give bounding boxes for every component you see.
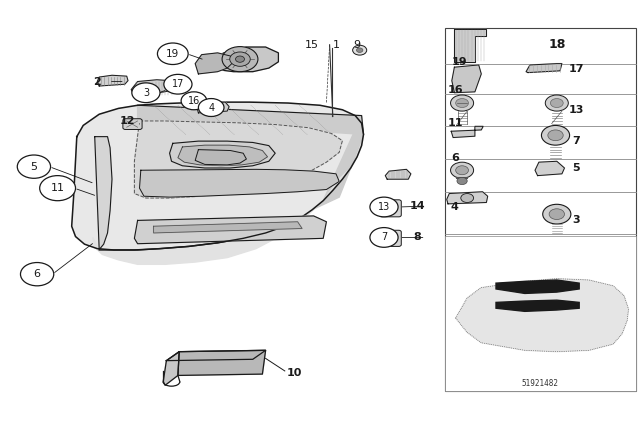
Polygon shape	[166, 350, 266, 361]
Text: 11: 11	[51, 183, 65, 193]
Circle shape	[451, 95, 474, 111]
Circle shape	[164, 74, 192, 94]
Polygon shape	[182, 94, 206, 107]
Polygon shape	[163, 352, 179, 385]
Circle shape	[549, 209, 564, 220]
Text: 10: 10	[287, 368, 302, 378]
Text: 17: 17	[172, 79, 184, 89]
Circle shape	[456, 166, 468, 175]
Circle shape	[548, 130, 563, 141]
Polygon shape	[97, 75, 128, 86]
Polygon shape	[452, 65, 481, 93]
Text: 4: 4	[208, 103, 214, 112]
Circle shape	[157, 43, 188, 65]
Polygon shape	[95, 137, 112, 250]
FancyBboxPatch shape	[380, 230, 401, 246]
Text: 6: 6	[452, 153, 460, 163]
Polygon shape	[496, 300, 579, 311]
Polygon shape	[200, 47, 278, 72]
Circle shape	[451, 162, 474, 178]
Polygon shape	[195, 53, 234, 74]
Polygon shape	[456, 279, 628, 352]
Polygon shape	[312, 116, 364, 210]
Circle shape	[545, 95, 568, 111]
Circle shape	[353, 45, 367, 55]
Text: 6: 6	[34, 269, 40, 279]
Text: 15: 15	[305, 40, 319, 50]
Circle shape	[181, 92, 207, 110]
Polygon shape	[131, 80, 176, 96]
Circle shape	[40, 176, 76, 201]
Circle shape	[20, 263, 54, 286]
Circle shape	[198, 99, 224, 116]
Text: 7: 7	[381, 233, 387, 242]
Circle shape	[370, 197, 398, 217]
Polygon shape	[93, 168, 351, 264]
FancyBboxPatch shape	[380, 200, 401, 217]
Text: 4: 4	[451, 202, 458, 212]
Circle shape	[550, 99, 563, 108]
Text: 1: 1	[333, 40, 339, 50]
Circle shape	[543, 204, 571, 224]
Text: 9: 9	[353, 40, 361, 50]
Polygon shape	[496, 280, 579, 293]
Text: 51921482: 51921482	[521, 379, 558, 388]
Text: 11: 11	[448, 118, 463, 128]
FancyBboxPatch shape	[445, 236, 636, 391]
Text: 19: 19	[452, 57, 467, 67]
Polygon shape	[526, 64, 562, 73]
Polygon shape	[140, 169, 339, 197]
Circle shape	[236, 56, 244, 62]
Circle shape	[457, 177, 467, 185]
Text: 14: 14	[410, 201, 425, 211]
Polygon shape	[170, 141, 275, 168]
Circle shape	[356, 48, 363, 52]
Polygon shape	[134, 216, 326, 244]
Polygon shape	[134, 121, 342, 198]
Text: 13: 13	[568, 105, 584, 115]
Polygon shape	[72, 102, 364, 250]
Text: 3: 3	[143, 88, 149, 98]
Polygon shape	[385, 169, 411, 179]
Polygon shape	[454, 29, 486, 62]
Text: 7: 7	[572, 136, 580, 146]
Text: 19: 19	[166, 49, 179, 59]
Text: 16: 16	[188, 96, 200, 106]
Polygon shape	[451, 126, 483, 138]
Polygon shape	[178, 145, 268, 166]
Polygon shape	[535, 161, 564, 176]
Circle shape	[17, 155, 51, 178]
Text: 18: 18	[548, 38, 566, 52]
Text: 5: 5	[31, 162, 37, 172]
Text: 5: 5	[572, 163, 580, 173]
Text: 16: 16	[448, 85, 463, 95]
Circle shape	[456, 99, 468, 108]
Circle shape	[541, 125, 570, 145]
Circle shape	[222, 47, 258, 72]
Text: 12: 12	[120, 116, 135, 126]
Text: 2: 2	[93, 77, 101, 86]
Circle shape	[230, 52, 250, 66]
Polygon shape	[197, 102, 229, 113]
FancyBboxPatch shape	[123, 119, 142, 129]
FancyBboxPatch shape	[445, 28, 636, 391]
Text: 17: 17	[568, 65, 584, 74]
Circle shape	[461, 194, 474, 202]
Circle shape	[370, 228, 398, 247]
Text: 8: 8	[413, 233, 421, 242]
Text: 13: 13	[378, 202, 390, 212]
Circle shape	[132, 83, 160, 103]
Text: 3: 3	[572, 215, 580, 225]
Polygon shape	[138, 105, 364, 134]
Polygon shape	[154, 222, 302, 233]
Polygon shape	[447, 192, 488, 204]
Polygon shape	[195, 150, 246, 165]
Polygon shape	[178, 350, 266, 375]
